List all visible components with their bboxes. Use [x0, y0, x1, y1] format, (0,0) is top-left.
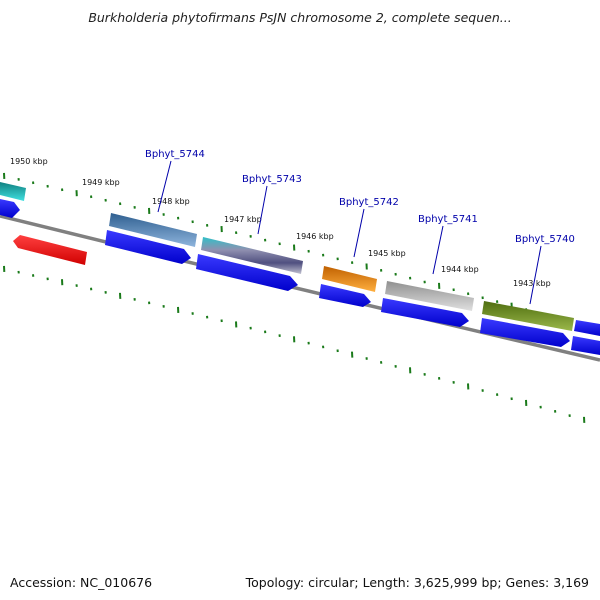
kbp-label-1949: 1949 kbp — [82, 178, 120, 187]
gene-feature-bphyt-5740[interactable] — [482, 301, 574, 331]
gene-feature-blue-partial-top[interactable] — [574, 320, 600, 336]
gene-features — [0, 182, 600, 336]
gene-label-bphyt-5742[interactable]: Bphyt_5742 — [339, 197, 399, 208]
gene-feature-bphyt-5741[interactable] — [385, 281, 474, 311]
leader-line-bphyt-5741 — [432, 225, 444, 275]
gene-label-bphyt-5744[interactable]: Bphyt_5744 — [145, 149, 205, 160]
gene-feature-cyan-partial[interactable] — [0, 182, 26, 201]
cds-arrow-bphyt-5742[interactable] — [319, 284, 371, 307]
inner-tick-track — [3, 265, 586, 423]
leader-line-bphyt-5744 — [157, 160, 172, 213]
map-title: Burkholderia phytofirmans PsJN chromosom… — [88, 10, 512, 25]
cds-arrow-left-partial[interactable] — [0, 199, 20, 218]
kbp-scale-labels: 1950 kbp 1949 kbp 1948 kbp 1947 kbp 1946… — [10, 157, 551, 288]
leader-line-bphyt-5742 — [353, 208, 365, 258]
outer-tick-track — [3, 172, 586, 329]
leader-line-bphyt-5743 — [257, 185, 268, 235]
cds-arrow-bphyt-5741[interactable] — [381, 298, 469, 327]
cds-arrow-right-partial[interactable] — [571, 336, 600, 355]
cds-arrow-reverse[interactable] — [13, 235, 87, 265]
leader-line-bphyt-5740 — [529, 245, 542, 305]
gene-label-bphyt-5743[interactable]: Bphyt_5743 — [242, 174, 302, 185]
kbp-label-1946: 1946 kbp — [296, 232, 334, 241]
genome-summary-label: Topology: circular; Length: 3,625,999 bp… — [245, 575, 589, 590]
gene-feature-bphyt-5744[interactable] — [109, 213, 197, 247]
gene-feature-bphyt-5742[interactable] — [322, 266, 377, 292]
kbp-label-1948: 1948 kbp — [152, 197, 190, 206]
accession-label: Accession: NC_010676 — [10, 575, 153, 590]
kbp-label-1947: 1947 kbp — [224, 215, 262, 224]
gene-label-bphyt-5741[interactable]: Bphyt_5741 — [418, 214, 478, 225]
kbp-label-1950: 1950 kbp — [10, 157, 48, 166]
cds-arrow-bphyt-5744[interactable] — [105, 230, 191, 264]
kbp-label-1944: 1944 kbp — [441, 265, 479, 274]
gene-labels: Bphyt_5744 Bphyt_5743 Bphyt_5742 Bphyt_5… — [145, 149, 575, 305]
gene-label-bphyt-5740[interactable]: Bphyt_5740 — [515, 234, 575, 245]
cds-arrow-bphyt-5740[interactable] — [480, 318, 570, 347]
chromosome-backbone — [0, 214, 600, 362]
gene-feature-bphyt-5743[interactable] — [201, 237, 303, 274]
kbp-label-1943: 1943 kbp — [513, 279, 551, 288]
cds-features — [0, 199, 600, 355]
cds-arrow-bphyt-5743[interactable] — [196, 254, 298, 291]
kbp-label-1945: 1945 kbp — [368, 249, 406, 258]
